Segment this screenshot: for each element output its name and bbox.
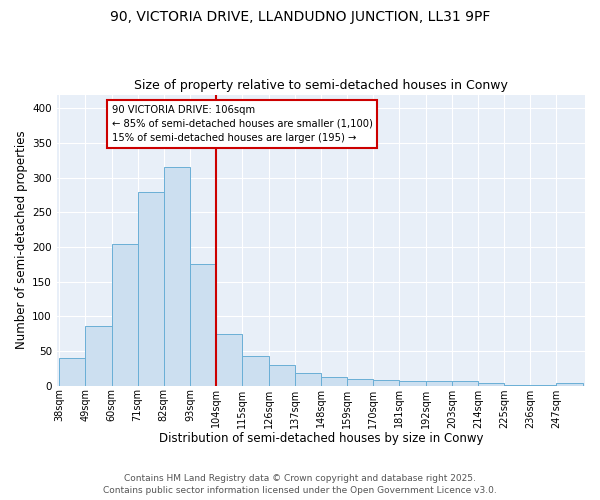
Bar	[347, 380, 373, 386]
X-axis label: Distribution of semi-detached houses by size in Conwy: Distribution of semi-detached houses by …	[158, 432, 483, 445]
Bar	[137, 192, 164, 386]
Bar	[425, 382, 452, 386]
Bar	[478, 384, 504, 386]
Bar	[295, 373, 321, 386]
Bar	[112, 244, 137, 386]
Y-axis label: Number of semi-detached properties: Number of semi-detached properties	[15, 130, 28, 350]
Bar	[190, 264, 216, 386]
Bar	[59, 358, 85, 386]
Text: 90, VICTORIA DRIVE, LLANDUDNO JUNCTION, LL31 9PF: 90, VICTORIA DRIVE, LLANDUDNO JUNCTION, …	[110, 10, 490, 24]
Bar	[164, 168, 190, 386]
Bar	[269, 366, 295, 386]
Text: Contains HM Land Registry data © Crown copyright and database right 2025.
Contai: Contains HM Land Registry data © Crown c…	[103, 474, 497, 495]
Bar	[504, 385, 530, 386]
Bar	[530, 385, 556, 386]
Bar	[216, 334, 242, 386]
Bar	[321, 376, 347, 386]
Bar	[373, 380, 400, 386]
Bar	[452, 382, 478, 386]
Text: 90 VICTORIA DRIVE: 106sqm
← 85% of semi-detached houses are smaller (1,100)
15% : 90 VICTORIA DRIVE: 106sqm ← 85% of semi-…	[112, 105, 373, 143]
Bar	[85, 326, 112, 386]
Bar	[400, 382, 425, 386]
Title: Size of property relative to semi-detached houses in Conwy: Size of property relative to semi-detach…	[134, 79, 508, 92]
Bar	[556, 383, 583, 386]
Bar	[242, 356, 269, 386]
